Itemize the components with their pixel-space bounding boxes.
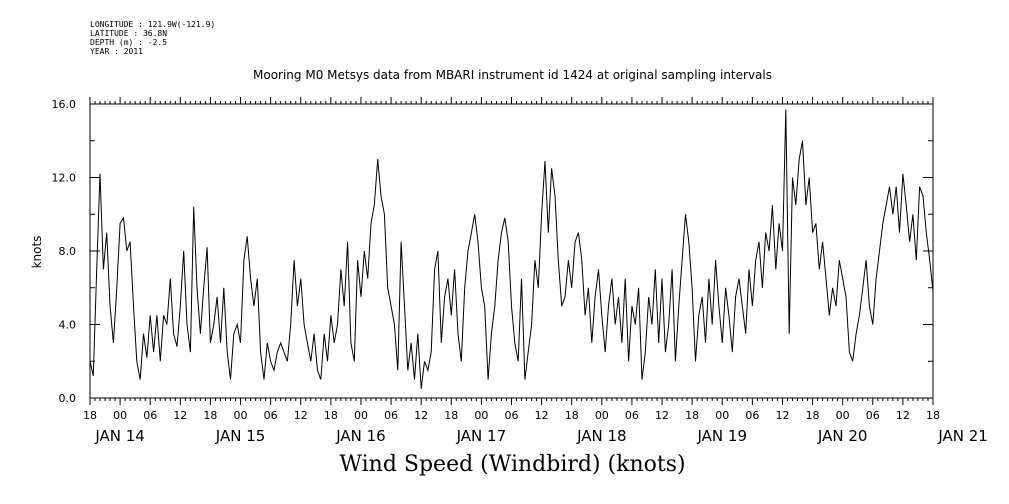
x-day-label: JAN 19	[697, 427, 748, 445]
x-hour-tick-label: 18	[83, 409, 97, 422]
x-hour-tick-label: 06	[384, 409, 398, 422]
x-hour-tick-label: 06	[264, 409, 278, 422]
x-hour-tick-label: 12	[414, 409, 428, 422]
x-hour-tick-label: 06	[745, 409, 759, 422]
x-day-label: JAN 15	[215, 427, 266, 445]
depth-label: DEPTH (m) : -2.5	[90, 38, 168, 47]
latitude-label: LATITUDE : 36.8N	[90, 29, 168, 38]
x-hour-tick-label: 12	[173, 409, 187, 422]
x-hour-tick-label: 18	[806, 409, 820, 422]
y-tick-label: 4.0	[59, 319, 77, 332]
x-hour-tick-label: 00	[836, 409, 850, 422]
x-day-label: JAN 17	[456, 427, 507, 445]
x-hour-tick-label: 12	[896, 409, 910, 422]
y-axis: 0.0 4.0 8.0 12.0 16.0	[52, 98, 933, 405]
x-hour-tick-label: 12	[655, 409, 669, 422]
x-hour-tick-label: 00	[715, 409, 729, 422]
plot-frame	[89, 103, 934, 399]
x-day-label: JAN 14	[94, 427, 145, 445]
x-hour-tick-label: 18	[203, 409, 217, 422]
station-metadata: LONGITUDE : 121.9W(-121.9) LATITUDE : 36…	[90, 20, 215, 56]
x-axis: 18 00 06 12 18 00 06 12 18 00 06 12 18 00 06 12 18 00 06 12…	[83, 97, 988, 445]
wind-speed-series-line	[89, 109, 934, 389]
x-hour-tick-label: 18	[324, 409, 338, 422]
x-hour-tick-label: 18	[926, 409, 940, 422]
y-tick-label: 0.0	[59, 392, 77, 405]
x-day-label: JAN 16	[335, 427, 386, 445]
y-axis-label: knots	[30, 236, 44, 269]
x-hour-tick-label: 00	[234, 409, 248, 422]
x-hour-tick-label: 12	[535, 409, 549, 422]
y-tick-label: 12.0	[52, 172, 77, 185]
x-hour-tick-label: 18	[685, 409, 699, 422]
x-hour-tick-label: 00	[474, 409, 488, 422]
x-day-label: JAN 21	[937, 427, 988, 445]
y-tick-label: 8.0	[59, 245, 77, 258]
x-hour-tick-label: 12	[775, 409, 789, 422]
x-hour-tick-label: 18	[565, 409, 579, 422]
x-hour-tick-label: 00	[113, 409, 127, 422]
x-hour-tick-label: 06	[866, 409, 880, 422]
x-axis-title: Wind Speed (Windbird) (knots)	[339, 452, 686, 477]
x-hour-tick-label: 00	[595, 409, 609, 422]
x-day-label: JAN 18	[576, 427, 627, 445]
x-hour-tick-label: 06	[143, 409, 157, 422]
x-day-label: JAN 20	[817, 427, 868, 445]
y-tick-label: 16.0	[52, 98, 77, 111]
x-hour-tick-label: 00	[354, 409, 368, 422]
x-hour-tick-label: 18	[444, 409, 458, 422]
x-hour-tick-label: 12	[294, 409, 308, 422]
x-hour-tick-label: 06	[505, 409, 519, 422]
longitude-label: LONGITUDE : 121.9W(-121.9)	[90, 20, 216, 29]
year-label: YEAR : 2011	[90, 47, 143, 56]
chart-title: Mooring M0 Metsys data from MBARI instru…	[253, 68, 772, 82]
x-hour-tick-label: 06	[625, 409, 639, 422]
